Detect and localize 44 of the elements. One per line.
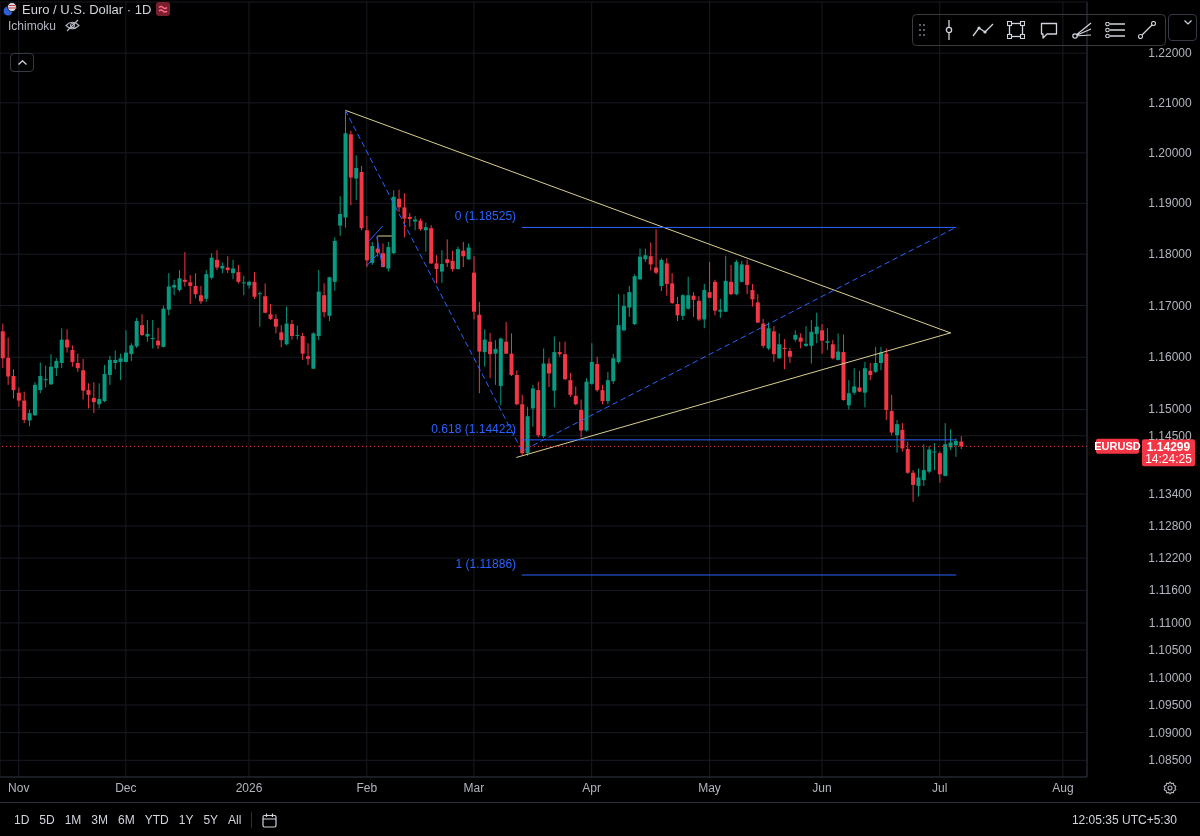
text: 3M [91, 813, 109, 827]
y-tick-label: 1.08500 [1148, 753, 1193, 768]
x-tick-label: Feb [356, 781, 378, 795]
y-tick-label: 1.12200 [1148, 551, 1193, 566]
x-tick-label: Jul [932, 781, 948, 795]
y-tick-label: 1.17000 [1148, 298, 1193, 313]
text: 1M [64, 813, 82, 827]
x-tick-label: Dec [115, 781, 137, 795]
text: 1D [14, 813, 30, 827]
annotation: Ichimoku [8, 18, 57, 33]
y-tick-label: 1.21000 [1148, 95, 1193, 110]
y-tick-label: 1.16000 [1148, 350, 1193, 365]
text: 5D [39, 813, 55, 827]
series-label: 0 (1.18525) [454, 209, 517, 224]
y-tick-label: 1.12800 [1148, 518, 1193, 533]
text: 12:05:35 UTC+5:30 [1071, 813, 1178, 827]
x-tick-label: Jun [812, 781, 832, 795]
y-tick-label: 1.09000 [1148, 725, 1193, 740]
y-tick-label: 1.09500 [1148, 697, 1193, 712]
y-tick-label: 1.19000 [1148, 196, 1193, 211]
text: 5Y [203, 813, 219, 827]
y-tick-label: 1.18000 [1148, 247, 1193, 262]
x-tick-label: Nov [8, 781, 30, 795]
text: All [228, 813, 242, 827]
y-tick-label: 1.15000 [1148, 402, 1193, 417]
series-label: 1 (1.11886) [455, 557, 517, 572]
text: YTD [144, 813, 169, 827]
x-tick-label: May [698, 781, 721, 795]
y-tick-label: 1.13400 [1148, 486, 1193, 501]
y-tick-label: 1.10000 [1148, 670, 1193, 685]
y-tick-label: 1.11600 [1148, 583, 1192, 598]
text: 6M [118, 813, 135, 827]
text: 1Y [178, 813, 194, 827]
x-tick-label: Mar [463, 781, 485, 795]
x-tick-label: Aug [1052, 781, 1074, 795]
y-tick-label: 1.22000 [1148, 46, 1193, 61]
x-tick-label: 2026 [235, 781, 263, 795]
y-tick-label: 1.11000 [1148, 615, 1192, 630]
y-tick-label: 1.20000 [1148, 145, 1193, 160]
x-tick-label: Apr [582, 781, 602, 795]
y-tick-label: 1.10500 [1148, 643, 1193, 658]
series-label: 0.618 (1.14422) [431, 421, 517, 436]
text: 14:24:25 [1145, 452, 1193, 467]
chart-title: Euro / U.S. Dollar · 1D [22, 1, 152, 17]
